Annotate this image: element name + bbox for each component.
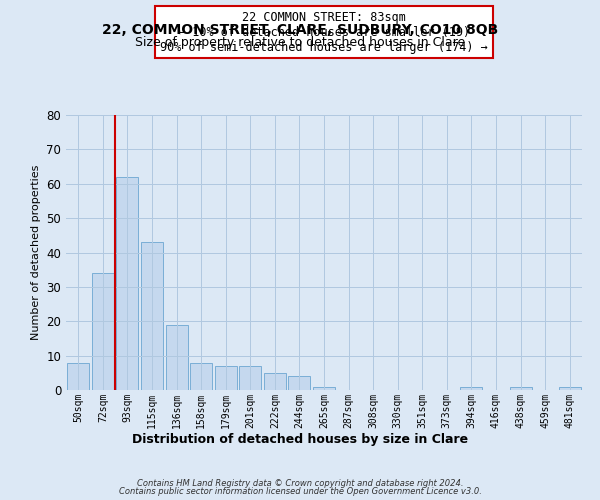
Text: Distribution of detached houses by size in Clare: Distribution of detached houses by size … [132, 432, 468, 446]
Bar [289, 376, 310, 390]
Bar [239, 366, 262, 390]
Bar [141, 242, 163, 390]
Bar [92, 273, 114, 390]
Bar [509, 386, 532, 390]
Bar [215, 366, 237, 390]
Bar [190, 362, 212, 390]
Bar [460, 386, 482, 390]
Text: 22, COMMON STREET, CLARE, SUDBURY, CO10 8QB: 22, COMMON STREET, CLARE, SUDBURY, CO10 … [102, 22, 498, 36]
Bar [116, 177, 139, 390]
Bar [559, 386, 581, 390]
Text: 22 COMMON STREET: 83sqm
← 10% of detached houses are smaller (19)
90% of semi-de: 22 COMMON STREET: 83sqm ← 10% of detache… [160, 10, 488, 54]
Text: Contains public sector information licensed under the Open Government Licence v3: Contains public sector information licen… [119, 487, 481, 496]
Bar [264, 373, 286, 390]
Text: Contains HM Land Registry data © Crown copyright and database right 2024.: Contains HM Land Registry data © Crown c… [137, 478, 463, 488]
Bar [313, 386, 335, 390]
Bar [67, 362, 89, 390]
Bar [166, 324, 188, 390]
Y-axis label: Number of detached properties: Number of detached properties [31, 165, 41, 340]
Text: Size of property relative to detached houses in Clare: Size of property relative to detached ho… [135, 36, 465, 49]
